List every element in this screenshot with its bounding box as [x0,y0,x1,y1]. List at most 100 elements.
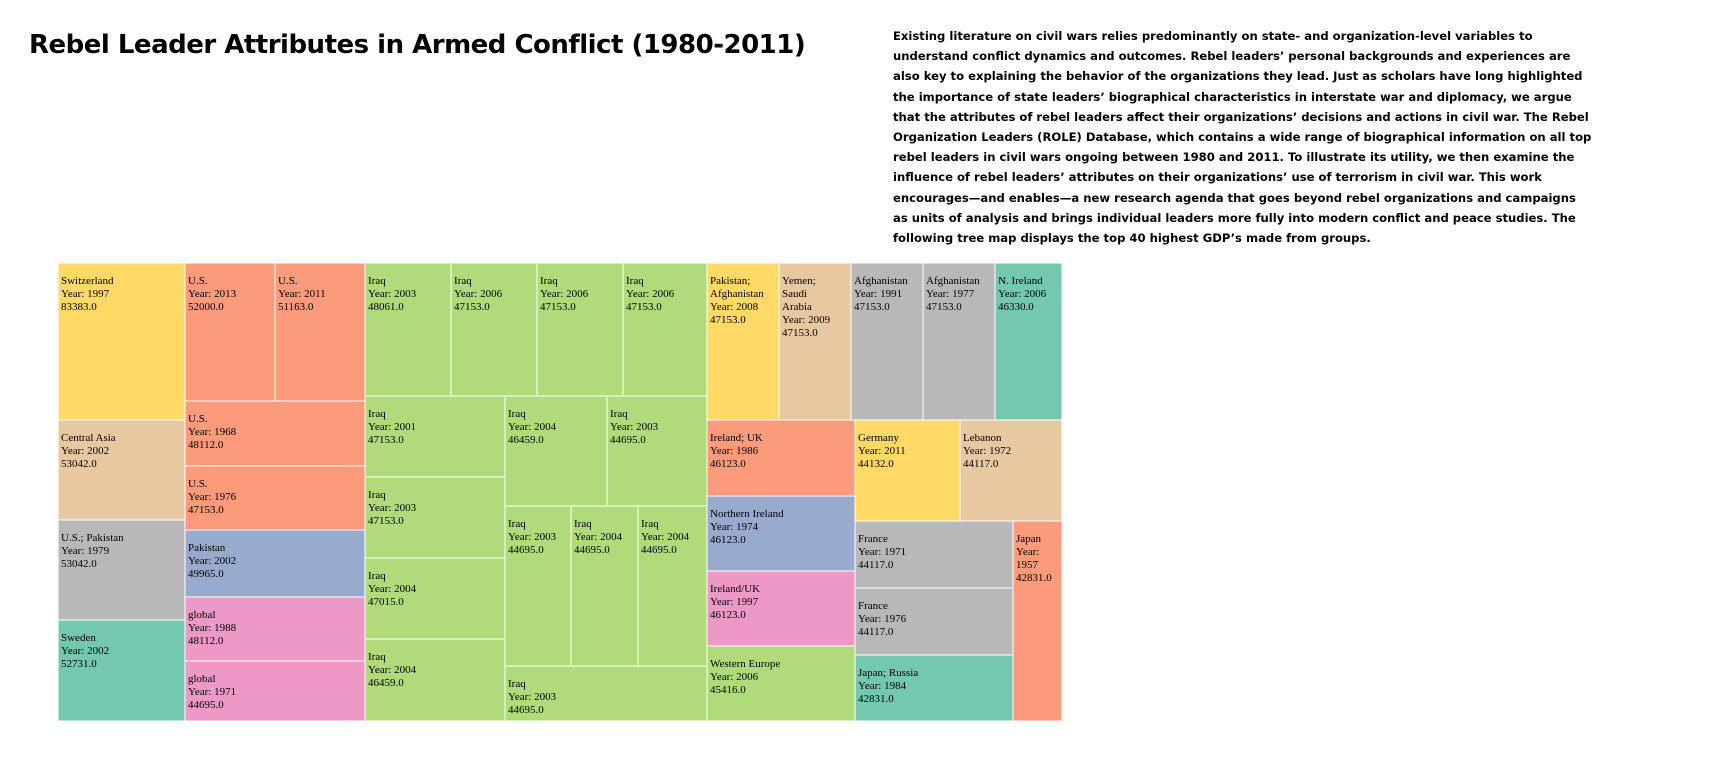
treemap-cell-year: Year: 2006 [710,671,759,683]
treemap-cell-label: Yemen; Saudi Arabia Year: 2009 47153.0 [782,275,831,339]
treemap-cell-value: 46123.0 [710,534,746,546]
treemap-cell-rect [536,263,624,397]
treemap-cell-label: U.S. Year: 1968 48112.0 [188,413,237,451]
treemap-cell-year: Year: 2001 [368,421,416,433]
treemap-cell-year: Year: 1977 [926,288,975,300]
treemap-cell-rect [58,619,186,721]
treemap-cell-rect [706,570,856,647]
treemap-cell-label: Switzerland Year: 1997 83383.0 [61,275,114,313]
treemap-cell: global Year: 1988 48112.0 [184,596,366,662]
treemap-cell-label: U.S. Year: 2013 52000.0 [188,275,237,313]
treemap-cell-label: Pakistan [188,542,226,554]
treemap-cell-rect [606,395,708,507]
treemap-cell-rect [504,665,708,721]
treemap-cell: Japan; Russia Year: 1984 42831.0 [854,654,1014,721]
treemap-cell-label: Afghanistan Year: 1991 47153.0 [854,275,908,313]
treemap-cell-label: N. Ireland Year: 2006 46330.0 [998,275,1047,313]
treemap-cell: U.S. Year: 2011 51163.0 [274,263,366,402]
treemap-cell-label: Iraq Year: 2001 47153.0 [368,408,416,446]
treemap-cell-rect [854,520,1014,589]
treemap-cell-label: Iraq [368,570,386,582]
treemap-cell-year: Year: 2002 [188,555,236,567]
treemap-cell-year: Year: 2004 [574,531,623,543]
treemap-cell-rect [184,400,366,467]
treemap-cell-label: Ireland/UK [710,583,760,595]
treemap-cell-year: Year: 1972 [963,445,1011,457]
treemap-cell-year: Year: 2009 [782,314,831,326]
treemap-cell-year: Year: 2004 [368,664,417,676]
treemap-cell: Sweden Year: 2002 52731.0 [58,619,186,721]
treemap-cell: Western Europe Year: 2006 45416.0 [706,645,856,721]
treemap-cell-rect [184,660,366,721]
treemap-cell-value: 47153.0 [540,301,576,313]
treemap-cell-label: Lebanon [963,432,1002,444]
treemap-cell: U.S. Year: 1968 48112.0 [184,400,366,467]
treemap-cell-year: Year: 1991 [854,288,902,300]
treemap-cell-year: Year: 1971 [188,686,236,698]
treemap-cell-label: U.S.; Pakistan [61,532,124,544]
treemap-cell-year: Year: 1986 [710,445,759,457]
treemap-cell-value: 46459.0 [368,677,404,689]
treemap-cell-label: Iraq Year: 2006 47153.0 [626,275,675,313]
treemap-cell-label: Germany [858,432,899,444]
treemap-cell-label: Ireland; UK Year: 1986 46123.0 [710,432,763,470]
treemap-cell-value: 47153.0 [626,301,662,313]
treemap-cell-year: Year: [1016,546,1039,558]
treemap-cell-year: Year: 2011 [858,445,906,457]
treemap-cell: Iraq Year: 2003 47153.0 [364,476,506,559]
treemap-cell-label: Iraq Year: 2003 44695.0 [610,408,659,446]
treemap-cell-value: 47153.0 [454,301,490,313]
treemap-cell-value: 47153.0 [368,515,404,527]
treemap-cell-label: Iraq Year: 2003 44695.0 [508,518,557,556]
treemap-cell-year: Year: 1979 [61,545,110,557]
treemap-cell-label: Iraq [641,518,659,530]
treemap-cell-rect [706,645,856,721]
treemap-cell-value: 44695.0 [188,699,224,711]
treemap-cell-rect [58,519,186,621]
treemap-cell-rect [706,419,856,497]
treemap-cell-value: 47153.0 [368,434,404,446]
treemap-cell-value: 52731.0 [61,658,97,670]
treemap-cell-label: Lebanon Year: 1972 44117.0 [963,432,1011,470]
treemap-cell-rect [854,419,961,522]
treemap-cell-label: Arabia [782,301,812,313]
treemap-cell: U.S. Year: 2013 52000.0 [184,263,276,402]
treemap-cell-rect [364,638,506,721]
treemap-cell-label: Sweden Year: 2002 52731.0 [61,632,109,670]
treemap-cell-value: 47153.0 [188,504,224,516]
treemap-cell-value: 48112.0 [188,635,224,647]
treemap-cell: Iraq Year: 2006 47153.0 [536,263,624,397]
treemap-cell-label: Iraq Year: 2004 46459.0 [368,651,417,689]
treemap-cell-label: Central Asia [61,432,116,444]
treemap-cell-year: Year: 2003 [508,531,557,543]
treemap-cell-value: 47153.0 [926,301,962,313]
treemap-cell: Iraq Year: 2001 47153.0 [364,395,506,478]
treemap-cell-year: Year: 2003 [368,502,417,514]
treemap-cell-rect [184,529,366,598]
treemap-cell: France Year: 1976 44117.0 [854,587,1014,656]
treemap-cell: Afghanistan Year: 1977 47153.0 [922,263,996,421]
treemap-cell-year: Year: 2006 [454,288,503,300]
treemap-cell-label: Iraq [368,408,386,420]
treemap-cell-rect [1012,520,1062,721]
treemap-cell-year: Year: 2002 [61,445,109,457]
treemap-cell-rect [274,263,366,402]
treemap-cell-value: 44117.0 [858,559,894,571]
treemap-cell: Switzerland Year: 1997 83383.0 [58,263,186,421]
treemap-cell-label: Iraq [626,275,644,287]
treemap-cell-rect [854,587,1014,656]
treemap-cell-value: 47153.0 [854,301,890,313]
treemap-cell-year: Year: 2004 [368,583,417,595]
treemap-cell-value: 48112.0 [188,439,224,451]
treemap-cell-label: Ireland/UK Year: 1997 46123.0 [710,583,760,621]
treemap-cell: Iraq Year: 2004 47015.0 [364,557,506,640]
treemap-cell-label: Iraq Year: 2003 48061.0 [368,275,417,313]
treemap-cell-label: Japan; Russia [858,667,918,679]
treemap-cell-value: 47015.0 [368,596,404,608]
treemap-cell-label: France [858,533,888,545]
treemap-cell-year: Year: 2003 [368,288,417,300]
treemap-cell-label: Ireland; UK [710,432,763,444]
treemap-cell-year: Year: 2006 [626,288,675,300]
treemap-cell-rect [570,505,639,667]
treemap-cell-value: 49965.0 [188,568,224,580]
